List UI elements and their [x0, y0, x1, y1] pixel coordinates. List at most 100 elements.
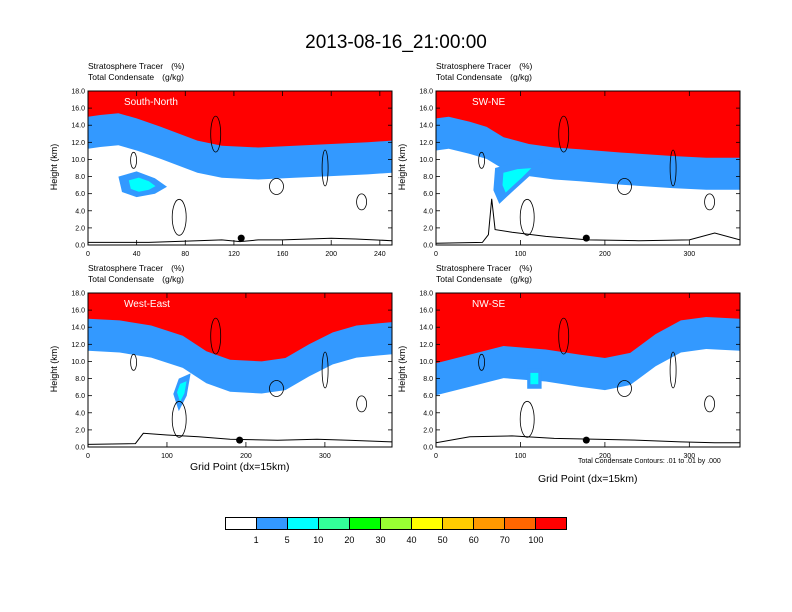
panel-nw-se: NW-SE 0.0 2.0 4.0 6.0 8.0 10.0 12.0 14.0 16.0 18.0…	[419, 291, 741, 460]
condensate-contour	[356, 395, 368, 413]
intrusion-blob-inner	[502, 168, 532, 193]
y-tick-label: 6.0	[75, 393, 85, 400]
condensate-contour	[356, 193, 368, 211]
plot-frame	[87, 90, 393, 246]
intrusion-blob-inner	[530, 372, 539, 385]
y-tick-label: 18.0	[419, 291, 433, 298]
y-tick-label: 12.0	[71, 140, 85, 147]
condensate-contour	[130, 353, 137, 371]
x-tick-label: 100	[515, 453, 527, 460]
location-marker	[582, 436, 590, 444]
condensate-contour	[704, 193, 716, 211]
condensate-contour	[519, 400, 535, 438]
condensate-contour	[210, 317, 222, 355]
y-tick-label: 14.0	[71, 123, 85, 130]
intrusion-blob-outer	[493, 159, 546, 204]
condensate-contour	[558, 317, 570, 355]
x-tick-label: 100	[515, 251, 527, 258]
y-tick-label: 6.0	[75, 191, 85, 198]
condensate-contour	[519, 198, 535, 236]
x-tick-label: 200	[240, 453, 252, 460]
tracer-core	[88, 293, 392, 362]
panel-title-3: Stratosphere Tracer (%) Total Condensate(…	[88, 263, 185, 284]
y-tick-label: 16.0	[419, 308, 433, 315]
x-tick-label: 200	[325, 251, 337, 258]
plot-frame	[435, 90, 741, 246]
y-tick-label: 4.0	[75, 410, 85, 417]
condensate-contour	[171, 198, 187, 236]
colorbar-swatch	[474, 518, 505, 529]
y-axis-label-4: Height (km)	[397, 345, 407, 393]
plot-frame	[87, 292, 393, 448]
colorbar-swatch	[226, 518, 257, 529]
y-axis-label-3: Height (km)	[49, 345, 59, 393]
y-tick-label: 16.0	[71, 106, 85, 113]
x-tick-label: 300	[683, 453, 695, 460]
y-tick-label: 8.0	[423, 376, 433, 383]
location-marker	[582, 234, 590, 242]
colorbar-swatch	[319, 518, 350, 529]
condensate-contour	[478, 151, 485, 169]
colorbar-label: 40	[406, 535, 417, 545]
condensate-contour	[617, 380, 632, 397]
y-tick-label: 14.0	[71, 325, 85, 332]
contour-note: Total Condensate Contours: .01 to .01 by…	[578, 458, 721, 465]
colorbar-label: 1	[253, 535, 259, 545]
colorbar-swatch	[257, 518, 288, 529]
terrain-line	[436, 198, 740, 244]
y-axis-label-2: Height (km)	[397, 143, 407, 191]
colorbar-swatch	[381, 518, 412, 529]
y-tick-label: 18.0	[419, 89, 433, 96]
panel-label: NW-SE	[472, 299, 505, 310]
y-tick-label: 2.0	[75, 427, 85, 434]
condensate-contour	[478, 353, 485, 371]
x-tick-label: 0	[434, 251, 438, 258]
y-axis-label-1: Height (km)	[49, 143, 59, 191]
y-tick-label: 4.0	[423, 208, 433, 215]
y-tick-label: 14.0	[419, 325, 433, 332]
x-tick-label: 120	[228, 251, 240, 258]
tracer-core	[436, 293, 740, 364]
panel-label: SW-NE	[472, 97, 505, 108]
colorbar-label: 20	[344, 535, 355, 545]
panel-title-2: Stratosphere Tracer (%) Total Condensate(…	[436, 61, 533, 82]
colorbar-labels: 1 5 10 20 30 40 50 60 70 100	[225, 535, 567, 547]
panel-sw-ne: SW-NE 0.0 2.0 4.0 6.0 8.0 10.0 12.0 14.0 16.0 18.0…	[419, 89, 741, 258]
colorbar-swatch	[443, 518, 474, 529]
condensate-contour	[669, 351, 677, 389]
y-tick-label: 0.0	[423, 445, 433, 452]
y-tick-label: 6.0	[423, 191, 433, 198]
y-tick-label: 12.0	[71, 342, 85, 349]
y-tick-label: 10.0	[419, 359, 433, 366]
condensate-contour	[669, 149, 677, 187]
x-tick-label: 40	[133, 251, 141, 258]
x-tick-label: 100	[161, 453, 173, 460]
colorbar-label: 60	[468, 535, 479, 545]
tracer-core	[88, 91, 392, 148]
x-tick-label: 300	[683, 251, 695, 258]
condensate-contour	[558, 115, 570, 153]
colorbar-label: 100	[528, 535, 544, 545]
condensate-contour	[617, 178, 632, 195]
y-tick-label: 0.0	[75, 243, 85, 250]
figure-title: 2013-08-16_21:00:00	[305, 32, 487, 53]
colorbar-label: 50	[437, 535, 448, 545]
condensate-contour	[171, 400, 187, 438]
colorbar-swatch	[536, 518, 566, 529]
y-tick-label: 8.0	[75, 376, 85, 383]
colorbar-swatch	[288, 518, 319, 529]
panel-title-4: Stratosphere Tracer (%) Total Condensate(…	[436, 263, 533, 284]
condensate-contour	[321, 351, 329, 389]
intrusion-blob-inner	[128, 177, 156, 192]
terrain-line	[436, 435, 740, 444]
terrain-line	[88, 237, 392, 243]
y-tick-label: 2.0	[423, 427, 433, 434]
terrain-line	[88, 432, 392, 445]
colorbar-swatch	[505, 518, 536, 529]
panel-title-1: Stratosphere Tracer (%) Total Condensate(…	[88, 61, 185, 82]
colorbar	[225, 517, 567, 530]
y-tick-label: 10.0	[71, 359, 85, 366]
y-tick-label: 18.0	[71, 291, 85, 298]
y-tick-label: 14.0	[419, 123, 433, 130]
colorbar-swatch	[350, 518, 381, 529]
